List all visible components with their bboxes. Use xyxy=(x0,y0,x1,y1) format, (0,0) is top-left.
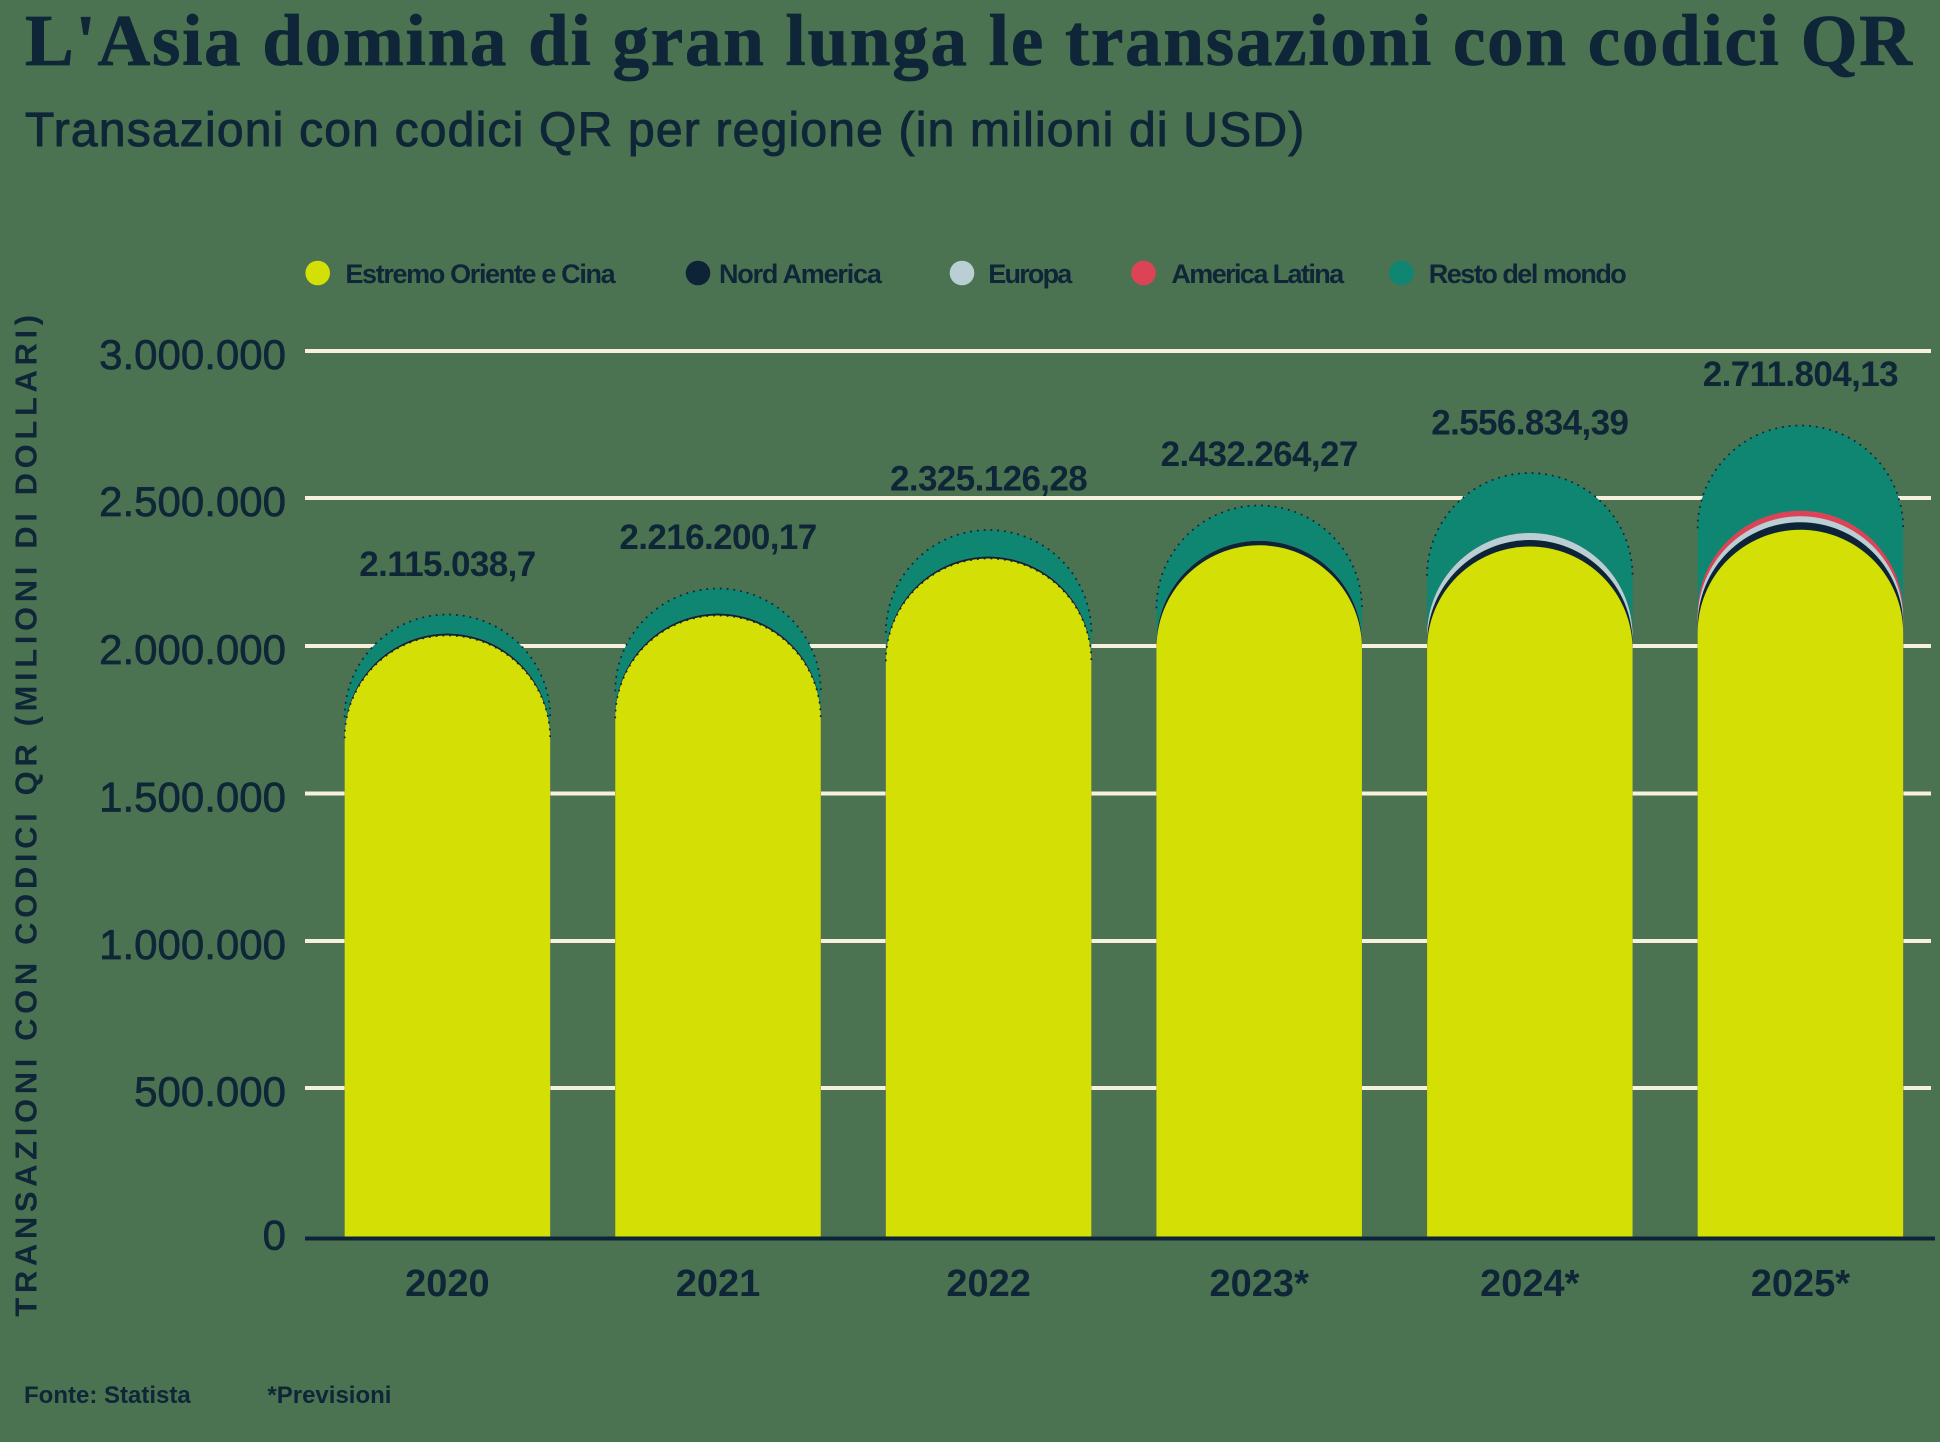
svg-text:2.000.000: 2.000.000 xyxy=(99,626,286,673)
svg-text:L'Asia domina di gran lunga le: L'Asia domina di gran lunga le transazio… xyxy=(25,0,1914,81)
svg-text:Resto del mondo: Resto del mondo xyxy=(1429,259,1627,289)
svg-text:2023*: 2023* xyxy=(1210,1263,1310,1305)
svg-text:Europa: Europa xyxy=(988,259,1073,289)
svg-text:2.556.834,39: 2.556.834,39 xyxy=(1431,404,1628,443)
svg-text:2.325.126,28: 2.325.126,28 xyxy=(890,460,1087,499)
svg-text:0: 0 xyxy=(263,1212,286,1259)
svg-text:1.000.000: 1.000.000 xyxy=(99,921,286,968)
svg-text:Nord America: Nord America xyxy=(719,259,883,289)
svg-text:Transazioni con codici QR per: Transazioni con codici QR per regione (i… xyxy=(25,104,1305,157)
svg-text:1.500.000: 1.500.000 xyxy=(99,774,286,821)
svg-text:2.432.264,27: 2.432.264,27 xyxy=(1161,435,1358,474)
svg-text:2021: 2021 xyxy=(676,1263,761,1305)
svg-text:500.000: 500.000 xyxy=(134,1068,286,1115)
svg-text:TRANSAZIONI CON CODICI QR (MIL: TRANSAZIONI CON CODICI QR (MILIONI DI DO… xyxy=(9,310,44,1316)
svg-text:2025*: 2025* xyxy=(1751,1263,1851,1305)
svg-text:2020: 2020 xyxy=(405,1263,490,1305)
svg-text:2.500.000: 2.500.000 xyxy=(99,478,286,525)
svg-text:2.216.200,17: 2.216.200,17 xyxy=(619,518,816,557)
svg-text:2.711.804,13: 2.711.804,13 xyxy=(1703,355,1898,394)
svg-text:2.115.038,7: 2.115.038,7 xyxy=(359,545,535,584)
svg-text:2024*: 2024* xyxy=(1480,1263,1580,1305)
svg-text:Fonte: Statista: Fonte: Statista xyxy=(24,1382,191,1409)
svg-text:3.000.000: 3.000.000 xyxy=(99,331,286,378)
svg-text:Estremo Oriente e Cina: Estremo Oriente e Cina xyxy=(345,259,616,289)
svg-text:2022: 2022 xyxy=(946,1263,1031,1305)
svg-text:*Previsioni: *Previsioni xyxy=(267,1382,391,1409)
svg-text:America Latina: America Latina xyxy=(1171,259,1345,289)
